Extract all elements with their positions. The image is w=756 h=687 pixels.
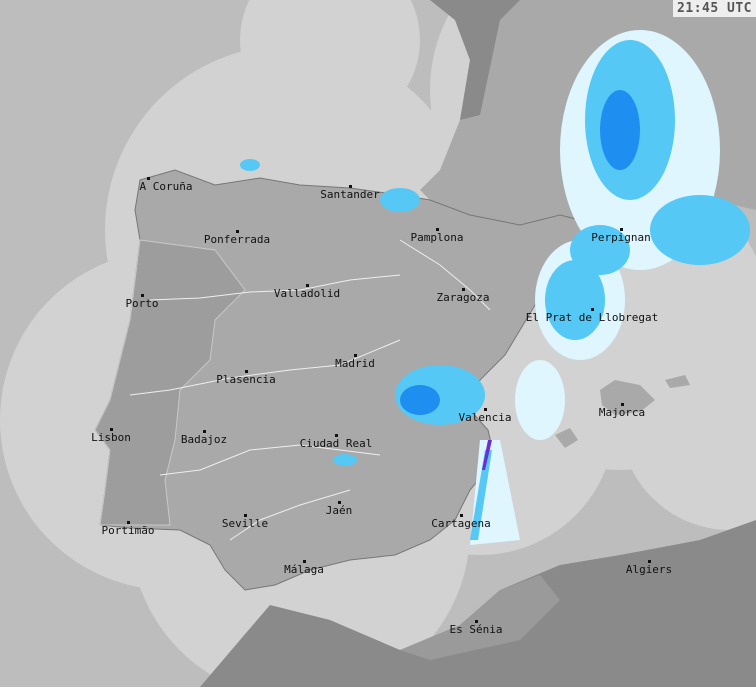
rivers	[129, 239, 491, 541]
city-marker	[110, 428, 113, 431]
north-africa	[200, 520, 756, 687]
city-marker	[127, 521, 130, 524]
city-marker	[349, 185, 352, 188]
precipitation-echoes	[240, 30, 750, 545]
city-label: Perpignan	[591, 231, 651, 244]
city-marker	[147, 177, 150, 180]
city-label: Es Sénia	[449, 623, 503, 636]
city-marker	[236, 230, 239, 233]
city-label: Portimão	[101, 524, 155, 537]
city-label: Ciudad Real	[299, 437, 373, 450]
city-label: Cartagena	[431, 517, 491, 530]
city-label: Pamplona	[410, 231, 464, 244]
city-marker	[338, 501, 341, 504]
city-marker	[244, 514, 247, 517]
city-label: Majorca	[598, 406, 646, 419]
city-label: Badajoz	[180, 433, 228, 446]
city-marker	[203, 430, 206, 433]
menorca-island	[665, 375, 690, 388]
land-outside-coverage	[430, 0, 520, 120]
city-label: El Prat de Llobregat	[525, 311, 659, 324]
city-marker	[335, 434, 338, 437]
city-marker	[141, 294, 144, 297]
city-marker	[460, 514, 463, 517]
city-marker	[245, 370, 248, 373]
city-label: Valencia	[458, 411, 512, 424]
city-marker	[354, 354, 357, 357]
city-label: Ponferrada	[203, 233, 271, 246]
city-marker	[484, 408, 487, 411]
city-label: Jaén	[325, 504, 353, 517]
city-marker	[306, 284, 309, 287]
city-marker	[621, 403, 624, 406]
timestamp: 21:45 UTC	[673, 0, 756, 17]
city-label: Zaragoza	[436, 291, 490, 304]
city-marker	[591, 308, 594, 311]
portugal	[94, 239, 246, 526]
city-marker	[462, 288, 465, 291]
ibiza-island	[555, 428, 578, 448]
city-label: Santander	[320, 188, 380, 201]
city-label: Plasencia	[216, 373, 276, 386]
city-label: Seville	[221, 517, 269, 530]
city-label: Madrid	[335, 357, 375, 370]
city-label: Málaga	[284, 563, 324, 576]
city-label: A Coruña	[139, 180, 193, 193]
city-marker	[436, 228, 439, 231]
city-marker	[475, 620, 478, 623]
city-label: Lisbon	[91, 431, 131, 444]
city-label: Algiers	[625, 563, 673, 576]
city-marker	[620, 228, 623, 231]
city-marker	[303, 560, 306, 563]
city-label: Porto	[125, 297, 159, 310]
city-marker	[648, 560, 651, 563]
africa-coverage-edge	[400, 575, 560, 660]
city-label: Valladolid	[273, 287, 341, 300]
majorca-island	[600, 380, 655, 415]
